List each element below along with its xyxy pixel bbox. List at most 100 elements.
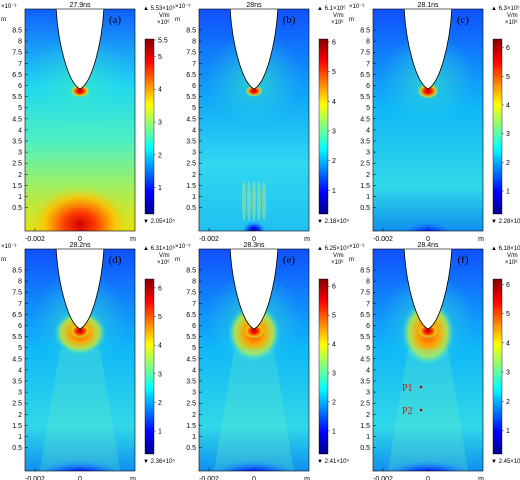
y-tick-label: 2 — [366, 172, 370, 179]
y-axis-multiplier: ×10⁻³ — [175, 244, 190, 250]
y-tick-label: 6 — [192, 83, 196, 90]
colorbar-tick-label: 3 — [506, 370, 510, 377]
y-tick-label: 6 — [192, 323, 196, 330]
y-tick-label: 0.5 — [12, 445, 22, 452]
panel-a: 8.5 8 7.5 7 6.5 6 5.5 5 4.5 4 3.5 3 2.5 2 1.5 1 0.5 ×10⁻³… — [1, 2, 175, 243]
x-tick-label: 0 — [78, 236, 82, 243]
x-axis-unit: m — [304, 476, 310, 480]
colorbar-tick-label: 6 — [332, 39, 336, 46]
colorbar-tick-label: 6 — [158, 285, 162, 292]
y-axis-unit: m — [175, 17, 180, 23]
field-map — [199, 9, 309, 231]
y-axis-multiplier: ×10⁻³ — [1, 4, 16, 10]
panel-letter: (f) — [458, 254, 469, 266]
colorbar-tick-label: 5 — [506, 74, 510, 81]
y-tick-label: 5 — [366, 105, 370, 112]
y-tick-label: 4.5 — [12, 116, 22, 123]
y-tick-label: 4.5 — [360, 116, 370, 123]
y-tick-label: 8 — [18, 39, 22, 46]
y-tick-label: 6.5 — [186, 312, 196, 319]
y-axis-multiplier: ×10⁻³ — [349, 4, 364, 10]
colorbar-tick-label: 5 — [332, 313, 336, 320]
y-tick-label: 3.5 — [12, 379, 22, 386]
y-tick-label: 7 — [18, 301, 22, 308]
colorbar-tick-label: 5 — [158, 314, 162, 321]
colorbar-min: ▼ 2.18×10⁵ — [317, 218, 349, 225]
y-tick-label: 2.5 — [186, 401, 196, 408]
y-tick-label: 1 — [366, 194, 370, 201]
y-tick-label: 2.5 — [12, 161, 22, 168]
y-tick-label: 8.5 — [360, 28, 370, 35]
probe-label: P1 — [402, 383, 413, 394]
y-tick-label: 5.5 — [360, 334, 370, 341]
panel-time-title: 28.1ns — [417, 2, 439, 9]
y-tick-label: 0.5 — [12, 205, 22, 212]
colorbar-tick-label: 1 — [332, 428, 336, 435]
y-tick-label: 4 — [192, 367, 196, 374]
y-tick-label: 2 — [18, 172, 22, 179]
y-axis-multiplier: ×10⁻³ — [349, 244, 364, 250]
y-tick-label: 8 — [192, 279, 196, 286]
colorbar-tick-label: 1 — [332, 188, 336, 195]
y-tick-label: 5 — [192, 105, 196, 112]
colorbar-tick-label: 3 — [158, 371, 162, 378]
colorbar-tick-label: 3 — [506, 131, 510, 138]
y-tick-label: 8.5 — [186, 268, 196, 275]
y-tick-label: 6 — [18, 83, 22, 90]
probe-label: P2 — [402, 406, 413, 417]
colorbar-tick-label: 2 — [332, 158, 336, 165]
y-tick-label: 1.5 — [360, 423, 370, 430]
x-tick-label: -0.002 — [373, 236, 393, 243]
colorbar-unit: V/m — [507, 253, 518, 259]
panel-d: 8.5 8 7.5 7 6.5 6 5.5 5 4.5 4 3.5 3 2.5 2 1.5 1 0.5 ×10⁻³… — [1, 242, 175, 480]
y-tick-label: 1.5 — [186, 423, 196, 430]
colorbar-tick-label: 5 — [332, 69, 336, 76]
streamer — [242, 181, 246, 221]
colorbar-tick-label: 2 — [158, 400, 162, 407]
colorbar-tick-label: 1 — [158, 429, 162, 436]
y-tick-label: 3.5 — [186, 139, 196, 146]
y-tick-label: 5.5 — [12, 94, 22, 101]
needle-electrode — [229, 9, 279, 90]
colorbar-max: ▲ 6.1×10⁶ — [317, 5, 346, 12]
colorbar-tick-label: 2 — [506, 160, 510, 167]
y-tick-label: 7 — [192, 301, 196, 308]
colorbar-min: ▼ 2.05×10⁵ — [143, 218, 175, 225]
panel-e: 8.5 8 7.5 7 6.5 6 5.5 5 4.5 4 3.5 3 2.5 2 1.5 1 0.5 ×10⁻³… — [175, 242, 349, 480]
colorbar-tick-label: 3 — [158, 120, 162, 127]
x-axis-unit: m — [130, 236, 136, 243]
y-tick-label: 3 — [366, 390, 370, 397]
y-tick-label: 7.5 — [186, 50, 196, 57]
x-tick-label: 0 — [426, 236, 430, 243]
y-tick-label: 1.5 — [12, 423, 22, 430]
tip-hotspot — [245, 85, 263, 97]
y-tick-label: 6.5 — [360, 72, 370, 79]
colorbar-tick-label: 4 — [332, 342, 336, 349]
needle-electrode — [55, 249, 105, 330]
y-axis-unit: m — [1, 17, 6, 23]
panel-time-title: 28.3ns — [243, 242, 265, 249]
probe-point — [419, 385, 423, 389]
y-tick-label: 7.5 — [12, 290, 22, 297]
y-tick-label: 4.5 — [12, 356, 22, 363]
y-tick-label: 8 — [366, 39, 370, 46]
colorbar-tick-label: 4 — [506, 340, 510, 347]
needle-electrode — [55, 9, 105, 90]
panel-time-title: 28.2ns — [69, 242, 91, 249]
y-tick-label: 1.5 — [186, 183, 196, 190]
base-dark — [380, 453, 476, 471]
colorbar-unit: V/m — [159, 253, 170, 259]
y-tick-label: 8.5 — [12, 28, 22, 35]
y-tick-label: 3 — [192, 150, 196, 157]
base-dark — [206, 453, 302, 471]
colorbar-tick-label: 4 — [332, 99, 336, 106]
y-tick-label: 4 — [192, 127, 196, 134]
y-tick-label: 2.5 — [186, 161, 196, 168]
y-tick-label: 4 — [18, 127, 22, 134]
base-dark — [32, 453, 128, 471]
tip-hotspot — [417, 83, 439, 99]
colorbar-max: ▲ 5.53×10⁶ — [143, 5, 175, 12]
needle-electrode — [229, 249, 279, 330]
y-tick-label: 6 — [366, 323, 370, 330]
x-tick-label: 0 — [78, 476, 82, 480]
